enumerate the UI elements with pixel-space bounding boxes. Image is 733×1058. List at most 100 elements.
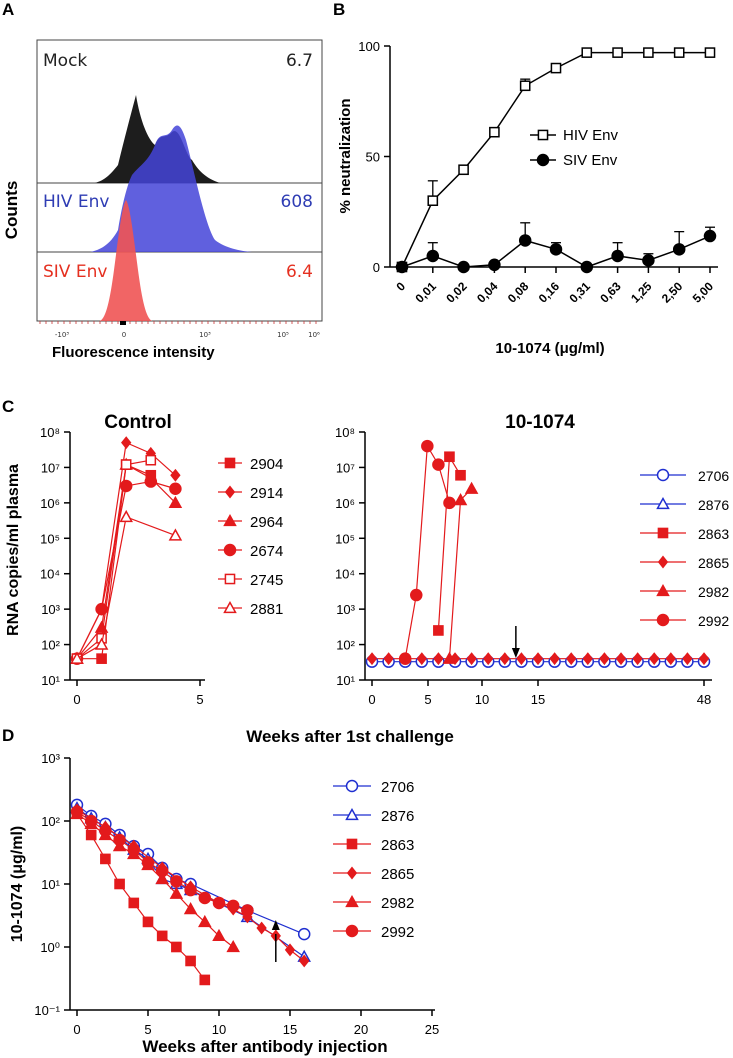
data-point: [581, 47, 593, 58]
x-axis-label: Weeks after 1st challenge: [246, 727, 454, 746]
x-tick-label: 0: [73, 1022, 80, 1037]
data-point: [94, 637, 109, 650]
legend-label: 2865: [381, 866, 414, 883]
x-tick-label: 20: [354, 1022, 368, 1037]
histogram-row-label: SIV Env: [43, 262, 107, 282]
x-tick-label: 0,04: [474, 279, 501, 306]
x-tick-label: 1,25: [628, 279, 655, 306]
data-point: [113, 833, 126, 847]
data-point: [121, 436, 132, 450]
legend-label: 2982: [698, 584, 729, 600]
x-tick-label: 0: [73, 692, 80, 707]
y-tick-label: 10³: [41, 751, 60, 766]
y-tick-label: 100: [358, 39, 380, 54]
data-point: [155, 864, 169, 878]
legend-marker: [346, 838, 358, 850]
data-point: [442, 651, 457, 664]
legend-marker: [224, 485, 236, 499]
data-point: [519, 80, 531, 92]
y-tick-label: 10²: [336, 638, 355, 653]
legend-label: 2865: [698, 555, 729, 571]
data-point: [611, 249, 624, 263]
panel-label-a: A: [2, 0, 14, 19]
panel-label-b: B: [333, 0, 345, 19]
arrow-head: [271, 920, 280, 930]
data-point: [426, 249, 440, 263]
baseline-point: [532, 652, 544, 666]
x-tick-label: 0,01: [413, 279, 440, 306]
series-line: [76, 516, 176, 660]
data-point: [168, 528, 183, 541]
legend-label: 2674: [250, 543, 283, 560]
histogram-tick-label: -10³: [55, 331, 69, 339]
data-point: [96, 653, 107, 664]
data-point: [185, 955, 196, 967]
y-tick-label: 10⁴: [40, 567, 60, 582]
legend-label: 2876: [698, 497, 729, 513]
legend-label: 2863: [698, 526, 729, 542]
x-tick-label: 0: [368, 692, 375, 707]
baseline-point: [649, 652, 660, 666]
data-point: [170, 875, 183, 888]
data-point: [119, 509, 133, 523]
y-tick-label: 10⁰: [40, 940, 60, 955]
y-tick-label: 10⁶: [40, 496, 60, 511]
y-tick-label: 50: [366, 150, 380, 165]
data-point: [171, 941, 182, 953]
x-tick-label: 0,02: [443, 279, 470, 306]
siv-env-histogram: [100, 200, 152, 321]
legend-label: 2745: [250, 572, 283, 589]
data-point: [549, 243, 563, 256]
data-point: [489, 126, 500, 138]
data-point: [70, 651, 84, 664]
baseline-point: [516, 652, 527, 666]
legend-marker: [345, 807, 359, 821]
data-point: [169, 886, 184, 899]
legend-marker: [657, 555, 669, 569]
data-point: [70, 805, 84, 819]
legend-marker: [656, 613, 670, 627]
data-point: [488, 258, 501, 272]
panel-c-control-chart: 10¹ 10² 10³ 10⁴ 10⁵ 10⁶ 10⁷ 10⁸ 0 5 Control RNA cop…: [5, 412, 283, 707]
legend-marker: [656, 496, 670, 510]
x-tick-label: 10: [212, 1022, 226, 1037]
data-point: [226, 899, 240, 913]
y-tick-label: 10²: [41, 638, 60, 653]
data-point: [170, 468, 181, 482]
panel-c-10-1074-chart: 10¹ 10² 10³ 10⁴ 10⁵ 10⁶ 10⁷ 10⁸ 0 5 10 15 48 10-1074 W…: [246, 412, 729, 746]
x-tick-label: 25: [425, 1022, 439, 1037]
x-tick-label: 2,50: [659, 279, 686, 306]
data-point: [156, 930, 168, 942]
data-point: [127, 843, 141, 856]
histogram-tick-label: 10³: [199, 331, 211, 339]
histogram-row-value: 6.7: [286, 51, 313, 71]
chart-title: 10-1074: [505, 412, 575, 433]
legend-marker: [223, 513, 237, 527]
baseline-point: [483, 652, 494, 666]
data-point: [198, 914, 212, 928]
x-tick-label: 0,16: [536, 279, 563, 306]
data-point: [457, 260, 470, 274]
panel-b-chart: 0 50 100 0 0,01 0,02 0,04 0,08 0,16 0,31 0,63 1,25 2…: [337, 39, 718, 357]
legend-marker: [657, 527, 669, 539]
histogram-tick-label: 0: [122, 331, 126, 339]
data-point: [85, 829, 97, 841]
fluorescence-axis-label: Fluorescence intensity: [52, 344, 215, 361]
x-axis-label: Weeks after antibody injection: [142, 1037, 387, 1056]
data-point: [672, 243, 686, 256]
x-tick-label: 0,31: [567, 279, 594, 306]
data-point: [241, 904, 254, 917]
y-tick-label: 10³: [41, 602, 60, 617]
y-tick-label: 10⁷: [41, 460, 60, 475]
panel-label-c: C: [2, 397, 14, 416]
hiv-env-histogram: [90, 125, 252, 252]
histogram-zero-mark: [120, 321, 126, 325]
legend-label: 2904: [250, 456, 283, 473]
y-tick-label: 10⁸: [335, 425, 355, 440]
y-tick-label: 10⁻¹: [34, 1003, 60, 1018]
legend-label: 2706: [698, 468, 729, 484]
y-tick-label: 10²: [41, 814, 60, 829]
baseline-point: [599, 652, 610, 666]
series-line: [77, 463, 152, 660]
y-tick-label: 10⁵: [40, 531, 60, 546]
